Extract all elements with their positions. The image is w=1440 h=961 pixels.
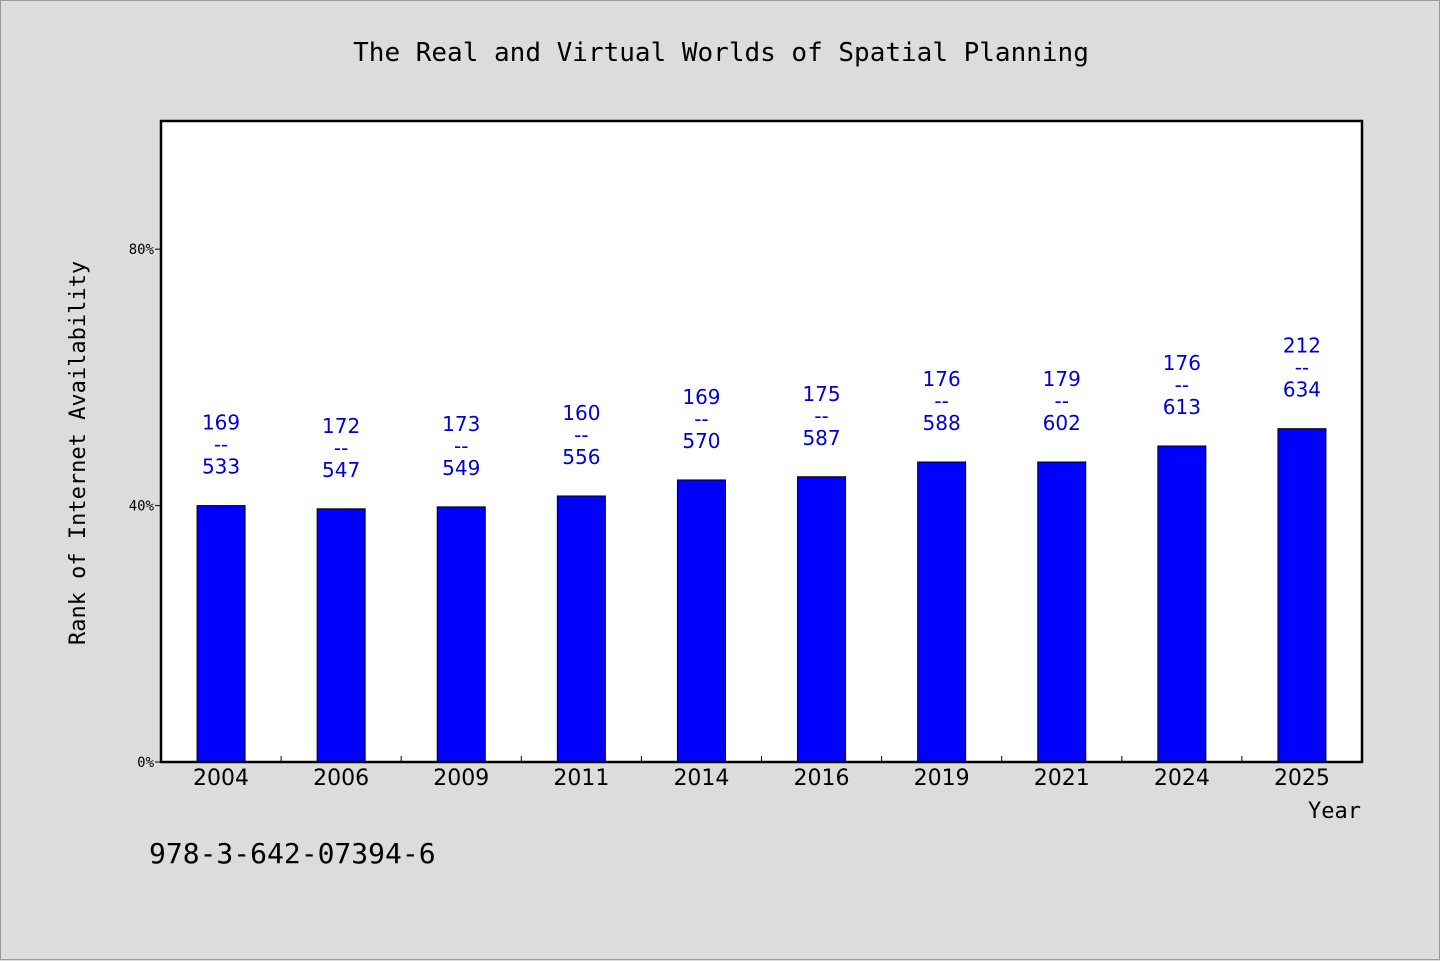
isbn-footer: 978-3-642-07394-6: [149, 837, 436, 870]
x-tick-label-2019: 2019: [914, 766, 970, 791]
data-label-sep-2019: --: [934, 389, 948, 413]
data-label-bottom-2011: 556: [562, 445, 600, 469]
data-label-top-2011: 160: [562, 401, 600, 425]
x-tick-label-2004: 2004: [193, 766, 249, 791]
data-label-sep-2011: --: [574, 423, 588, 447]
y-tick-label-80%: 80%: [129, 242, 155, 258]
x-tick-label-2024: 2024: [1154, 766, 1210, 791]
x-tick-label-2009: 2009: [433, 766, 489, 791]
data-label-top-2009: 173: [442, 412, 480, 436]
x-tick-label-2014: 2014: [673, 766, 729, 791]
x-tick-label-2021: 2021: [1034, 766, 1090, 791]
y-axis-label: Rank of Internet Availability: [66, 261, 91, 645]
data-label-bottom-2024: 613: [1163, 395, 1201, 419]
x-axis-label: Year: [1308, 799, 1361, 824]
data-label-top-2016: 175: [802, 382, 840, 406]
data-label-bottom-2016: 587: [802, 426, 840, 450]
data-label-top-2014: 169: [682, 385, 720, 409]
data-label-sep-2021: --: [1055, 389, 1069, 413]
y-axis: 0% 40% 80%: [129, 242, 161, 771]
data-label-sep-2014: --: [694, 407, 708, 431]
bar-2024: [1157, 445, 1207, 763]
data-label-top-2024: 176: [1163, 351, 1201, 375]
bar-2004: [196, 505, 246, 763]
data-label-top-2021: 179: [1043, 367, 1081, 391]
data-label-bottom-2004: 533: [202, 455, 240, 479]
data-label-top-2004: 169: [202, 411, 240, 435]
x-axis: 2004 2006 2009 2011 2014 2016 2019 2021 2024 2025: [193, 756, 1330, 791]
bar-2006: [316, 508, 366, 763]
data-label-sep-2025: --: [1295, 356, 1309, 380]
x-tick-label-2025: 2025: [1274, 766, 1330, 791]
bar-2009: [436, 506, 486, 763]
data-label-sep-2024: --: [1175, 373, 1189, 397]
bar-2025: [1277, 428, 1327, 763]
data-label-bottom-2009: 549: [442, 456, 480, 480]
bar-2019: [917, 461, 967, 763]
data-label-top-2025: 212: [1283, 334, 1321, 358]
bar-2016: [797, 476, 847, 763]
data-label-top-2019: 176: [923, 367, 961, 391]
data-label-bottom-2014: 570: [682, 429, 720, 453]
y-tick-label-0%: 0%: [137, 755, 154, 771]
x-tick-label-2006: 2006: [313, 766, 369, 791]
data-label-bottom-2006: 547: [322, 458, 360, 482]
x-tick-label-2016: 2016: [794, 766, 850, 791]
data-label-sep-2016: --: [814, 404, 828, 428]
y-tick-label-40%: 40%: [129, 499, 155, 515]
data-labels-group: 169--533172--547173--549160--556169--570…: [202, 334, 1321, 482]
data-label-sep-2004: --: [214, 433, 228, 457]
data-label-sep-2006: --: [334, 436, 348, 460]
data-label-bottom-2021: 602: [1043, 411, 1081, 435]
bar-2021: [1037, 461, 1087, 763]
bars-group: [196, 428, 1327, 763]
data-label-bottom-2019: 588: [923, 411, 961, 435]
chart-title: The Real and Virtual Worlds of Spatial P…: [353, 38, 1089, 68]
x-tick-label-2011: 2011: [553, 766, 609, 791]
bar-2014: [676, 479, 726, 763]
data-label-sep-2009: --: [454, 434, 468, 458]
bar-2011: [556, 495, 606, 763]
data-label-bottom-2025: 634: [1283, 378, 1321, 402]
data-label-top-2006: 172: [322, 414, 360, 438]
